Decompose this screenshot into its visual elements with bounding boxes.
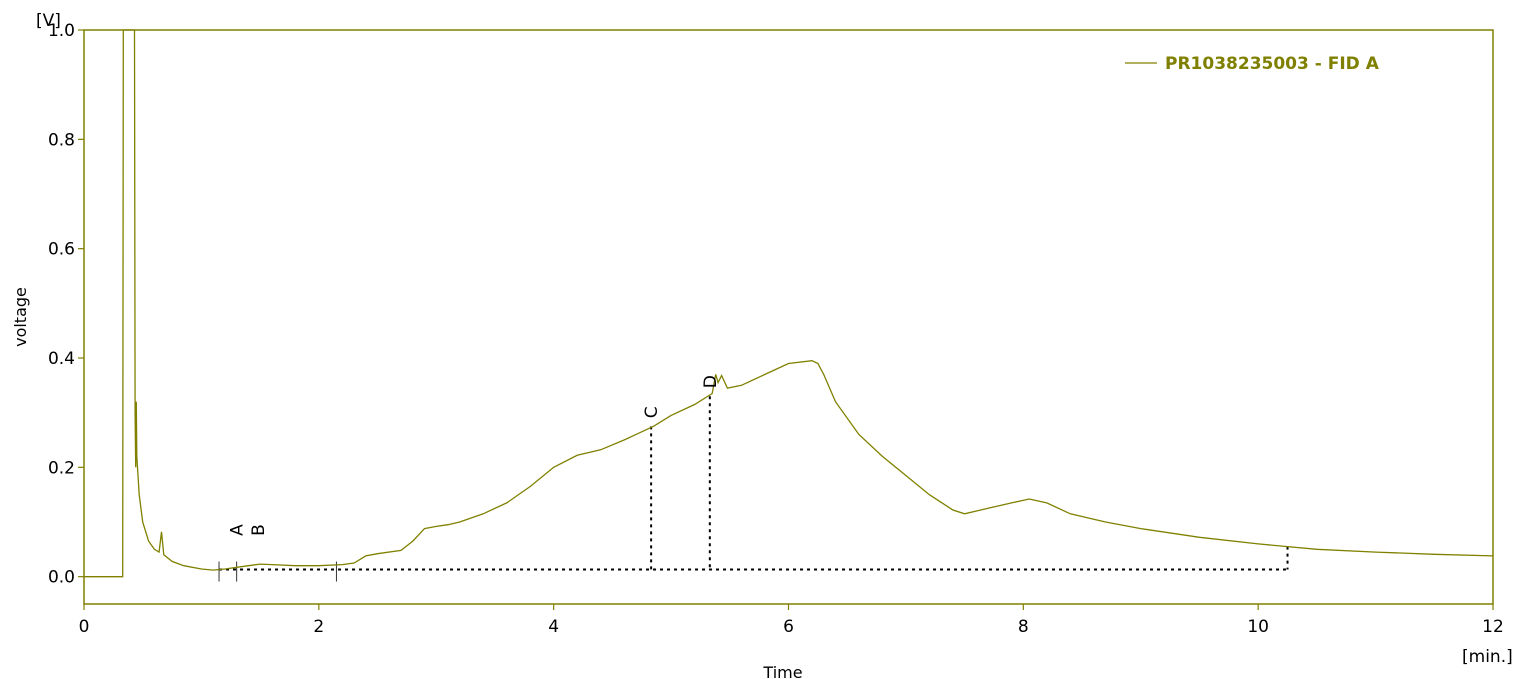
legend-label: PR1038235003 - FID A	[1165, 54, 1380, 74]
y-tick-label: 0.8	[48, 130, 75, 150]
y-tick-label: 0.6	[48, 240, 75, 260]
y-tick-label: 0.0	[48, 568, 75, 588]
peak-label: D	[701, 375, 721, 388]
x-tick-label: 6	[783, 617, 794, 637]
y-tick-label: 1.0	[48, 21, 75, 41]
y-axis-ticks: 0.0 0.2 0.4 0.6 0.8 1.0	[48, 21, 84, 588]
x-tick-label: 4	[548, 617, 559, 637]
series-line-fid-a	[84, 29, 1494, 578]
peak-labels-layer: A B C D	[228, 375, 721, 536]
legend: PR1038235003 - FID A	[1125, 54, 1380, 74]
peak-label: B	[249, 524, 269, 536]
x-tick-label: 12	[1482, 617, 1504, 637]
x-tick-label: 2	[313, 617, 324, 637]
x-tick-label: 0	[79, 617, 90, 637]
plot-frame	[83, 29, 1494, 605]
x-axis-ticks: 0 2 4 6 8 10 12	[79, 604, 1504, 637]
y-unit-label: [V]	[36, 11, 61, 31]
x-axis-title: Time	[762, 663, 802, 679]
x-unit-label: [min.]	[1462, 647, 1513, 667]
y-tick-label: 0.4	[48, 349, 75, 369]
peak-label: A	[228, 524, 248, 536]
peak-label: C	[642, 406, 662, 418]
x-tick-label: 10	[1247, 617, 1269, 637]
y-tick-label: 0.2	[48, 458, 75, 478]
x-tick-label: 8	[1018, 617, 1029, 637]
y-axis-title: voltage	[11, 287, 30, 347]
